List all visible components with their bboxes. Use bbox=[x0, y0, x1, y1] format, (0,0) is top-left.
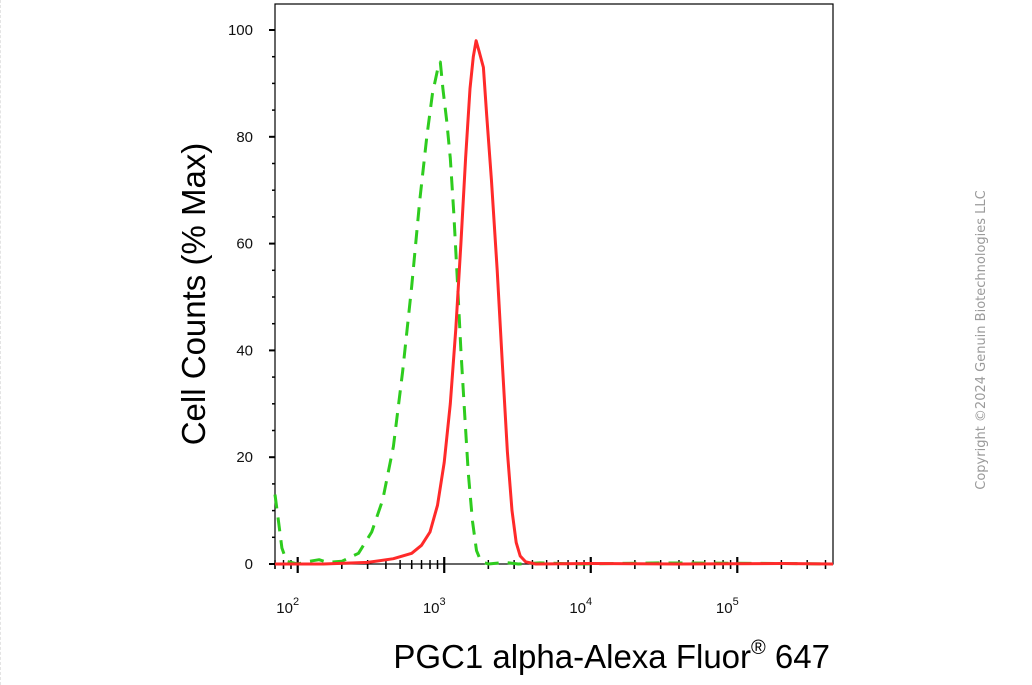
x-tick-label: 102 bbox=[276, 596, 299, 617]
y-tick-label: 100 bbox=[228, 22, 253, 39]
series-layer bbox=[273, 39, 834, 566]
x-axis-label: PGC1 alpha-Alexa Fluor® 647 bbox=[393, 637, 830, 675]
x-axis: 102 103 104 105 bbox=[274, 557, 827, 617]
y-tick-label: 0 bbox=[245, 556, 253, 573]
copyright-notice: Copyright ©2024 Genuin Biotechnologies L… bbox=[974, 190, 989, 489]
plot-frame bbox=[274, 3, 834, 565]
y-tick-label: 80 bbox=[236, 129, 253, 146]
y-axis: 0 20 40 60 80 100 bbox=[228, 22, 275, 573]
y-axis-label: Cell Counts (% Max) bbox=[175, 143, 212, 446]
y-tick-label: 20 bbox=[236, 449, 253, 466]
x-tick-label: 105 bbox=[716, 596, 739, 617]
x-tick-label: 103 bbox=[423, 596, 446, 617]
sample-histogram-line bbox=[275, 39, 834, 566]
page-left-border bbox=[0, 0, 3, 685]
control-histogram-line bbox=[273, 60, 834, 566]
x-tick-label: 104 bbox=[569, 596, 592, 617]
y-tick-label: 60 bbox=[236, 236, 253, 253]
y-tick-label: 40 bbox=[236, 342, 253, 359]
